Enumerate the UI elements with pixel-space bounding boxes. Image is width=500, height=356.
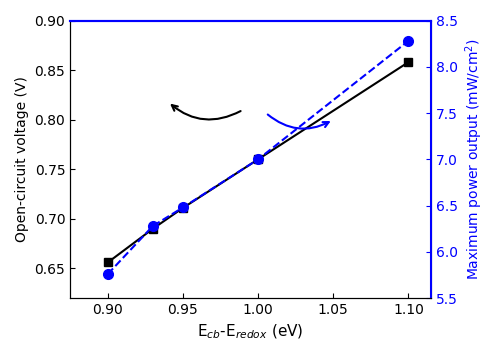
X-axis label: E$_{cb}$-E$_{redox}$ (eV): E$_{cb}$-E$_{redox}$ (eV) xyxy=(198,323,304,341)
Y-axis label: Open-circuit voltage (V): Open-circuit voltage (V) xyxy=(15,77,29,242)
Y-axis label: Maximum power output (mW/cm$^2$): Maximum power output (mW/cm$^2$) xyxy=(464,38,485,280)
